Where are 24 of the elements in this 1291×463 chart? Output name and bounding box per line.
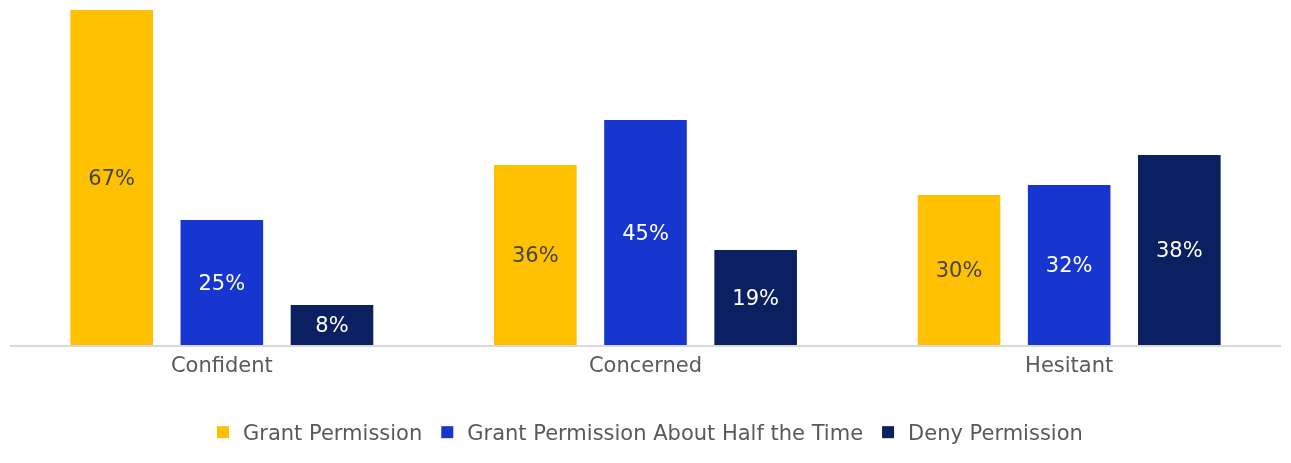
bar	[714, 250, 797, 345]
data-label: 36%	[512, 243, 559, 267]
x-tick-label: Confident	[170, 353, 273, 378]
bar	[604, 120, 687, 345]
bar	[1138, 155, 1221, 345]
data-label: 8%	[315, 313, 349, 337]
data-label: 45%	[622, 220, 669, 245]
bar	[70, 10, 153, 345]
bar	[917, 195, 1001, 345]
data-label: 67%	[88, 165, 136, 190]
data-label: 19%	[732, 285, 779, 310]
bar	[290, 305, 374, 345]
x-tick-label: Hesitant	[1025, 353, 1114, 378]
x-tick-label: Concerned	[588, 353, 703, 378]
bar	[494, 165, 577, 345]
data-label: 30%	[935, 258, 983, 282]
legend-label: Deny Permission	[908, 421, 1083, 446]
legend-label: Grant Permission	[243, 421, 423, 446]
data-label: 32%	[1045, 253, 1093, 277]
data-label: 38%	[1155, 238, 1203, 262]
data-label: 25%	[198, 270, 246, 295]
bar	[1027, 185, 1111, 345]
bar	[180, 220, 264, 345]
legend-label: Grant Permission About Half the Time	[467, 421, 864, 446]
